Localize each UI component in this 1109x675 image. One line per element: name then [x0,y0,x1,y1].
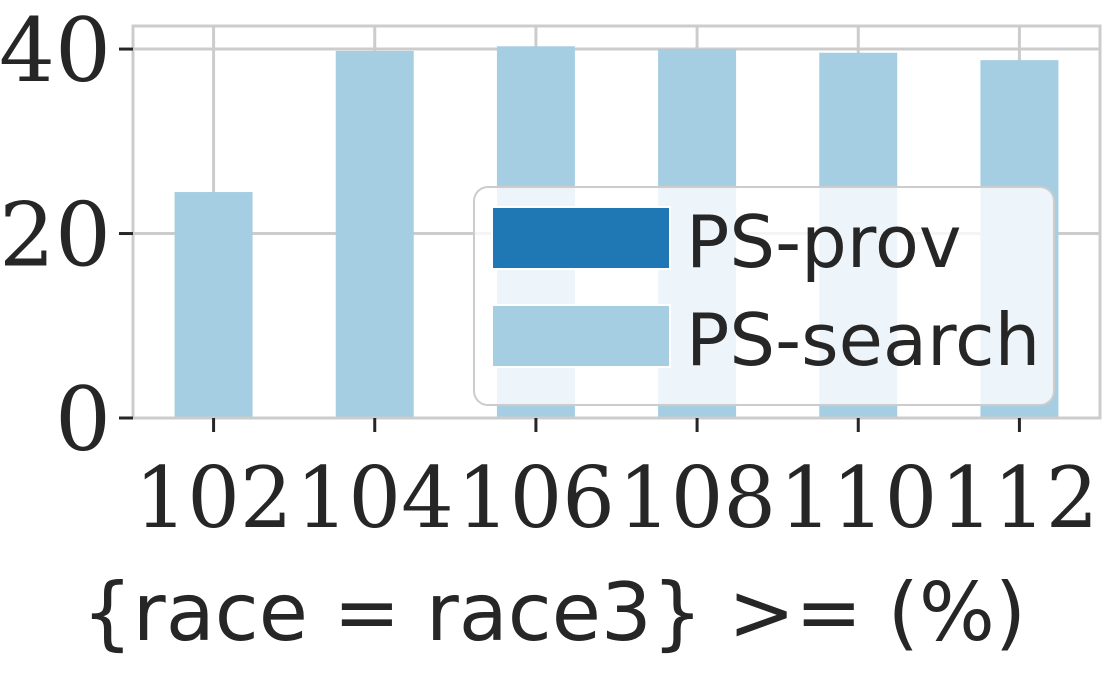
x-tick-label: 112 [940,449,1098,547]
y-axis-ticks: 0 20 40 [0,0,133,471]
x-axis-label: {race = race3} >= (%) [82,566,1026,659]
legend-label-ps-prov: PS-prov [686,200,961,284]
legend-swatch-ps-search [491,304,671,368]
y-tick-label: 0 [55,368,111,471]
plot-frame [131,24,1102,420]
bar-ps-search-102 [174,192,253,418]
x-tick-label: 102 [135,449,293,547]
x-tick-label: 108 [618,449,776,547]
y-tick-label: 20 [0,184,111,287]
legend: PS-prov PS-search [473,186,1055,406]
x-tick-label: 104 [296,449,454,547]
bar-ps-search-104 [335,50,414,418]
y-tick-label: 40 [0,0,111,102]
x-tick-label: 106 [457,449,615,547]
legend-swatch-ps-prov [491,206,671,270]
x-axis-ticks: 102 104 106 108 110 112 [135,418,1098,547]
legend-label-ps-search: PS-search [686,298,1040,382]
x-tick-label: 110 [779,449,937,547]
